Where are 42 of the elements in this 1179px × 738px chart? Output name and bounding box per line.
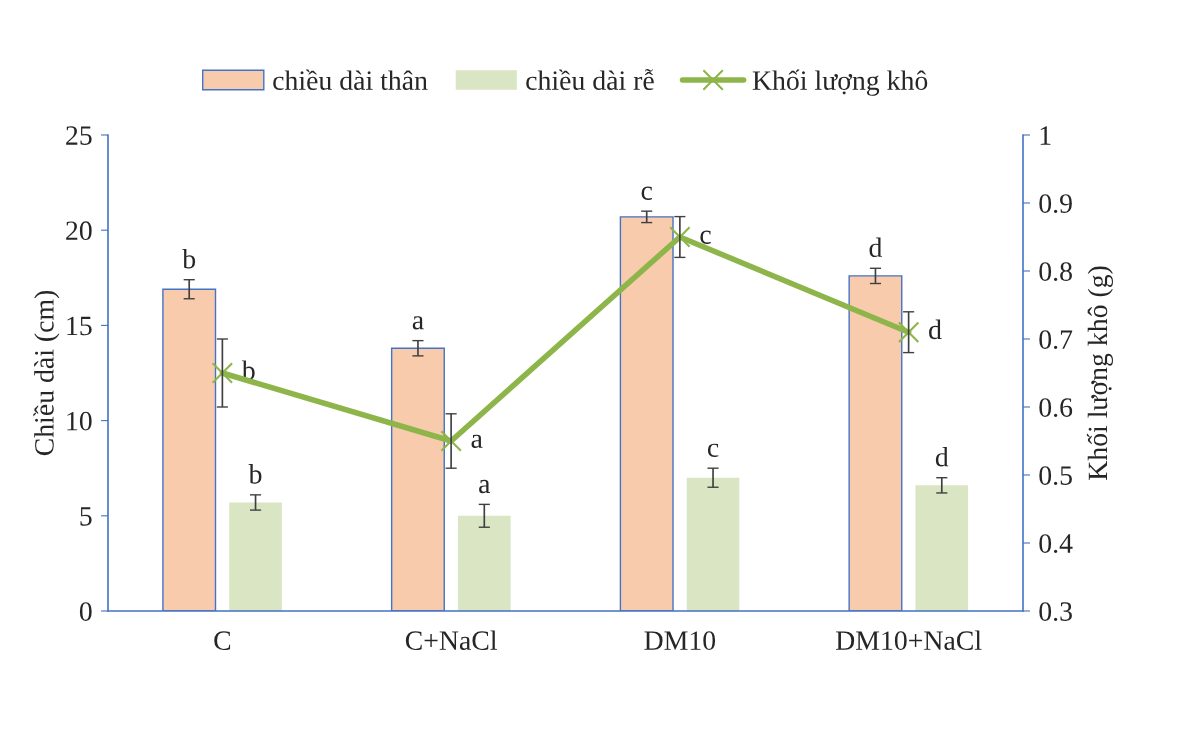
bar xyxy=(229,502,282,611)
data-label: a xyxy=(471,434,483,448)
legend-label: Khối lượng khô xyxy=(752,69,928,96)
y-tick-label: 15 xyxy=(67,316,92,336)
data-label: c xyxy=(641,186,653,200)
x-tick-label: C+NaCl xyxy=(405,630,497,650)
y-tick-label: 5 xyxy=(80,507,92,526)
y2-tick-label: 0.8 xyxy=(1039,262,1072,282)
y2-axis-title: Khối lượng khô (g) xyxy=(1086,266,1113,481)
y2-tick-label: 0.6 xyxy=(1039,398,1073,418)
y2-tick-label: 1 xyxy=(1040,126,1051,145)
point xyxy=(897,321,920,343)
y2-tick-label: 0.3 xyxy=(1039,602,1072,622)
legend-label: chiều dài thân xyxy=(273,69,428,90)
x-tick-label: DM10+NaCl xyxy=(836,630,982,650)
y-tick-label: 25 xyxy=(66,126,92,145)
data-label: b xyxy=(182,248,196,269)
x-tick-label: DM10 xyxy=(644,631,716,650)
x-tick-label: C xyxy=(214,631,231,650)
legend-label: chiều dài rễ xyxy=(526,69,654,90)
bar xyxy=(457,515,511,611)
bar xyxy=(686,477,740,611)
data-label: d xyxy=(929,319,942,340)
data-label: d xyxy=(869,237,883,258)
bar xyxy=(915,485,969,611)
y2-tick-label: 0.5 xyxy=(1039,466,1072,486)
y2-tick-label: 0.4 xyxy=(1039,534,1073,554)
data-label: c xyxy=(700,230,711,244)
point xyxy=(211,362,234,384)
y-axis-title: Chiều dài (cm) xyxy=(33,290,60,456)
data-label: c xyxy=(707,443,719,457)
y-tick-label: 0 xyxy=(79,602,92,621)
point xyxy=(669,226,691,248)
y-tick-label: 20 xyxy=(66,221,92,241)
data-label: d xyxy=(935,446,949,467)
y2-tick-label: 0.7 xyxy=(1039,330,1073,350)
point xyxy=(440,430,462,452)
data-label: a xyxy=(479,479,491,494)
data-label: a xyxy=(412,316,424,330)
data-label: b xyxy=(248,464,262,484)
y-tick-label: 10 xyxy=(67,411,92,431)
y2-tick-label: 0.9 xyxy=(1039,194,1072,214)
